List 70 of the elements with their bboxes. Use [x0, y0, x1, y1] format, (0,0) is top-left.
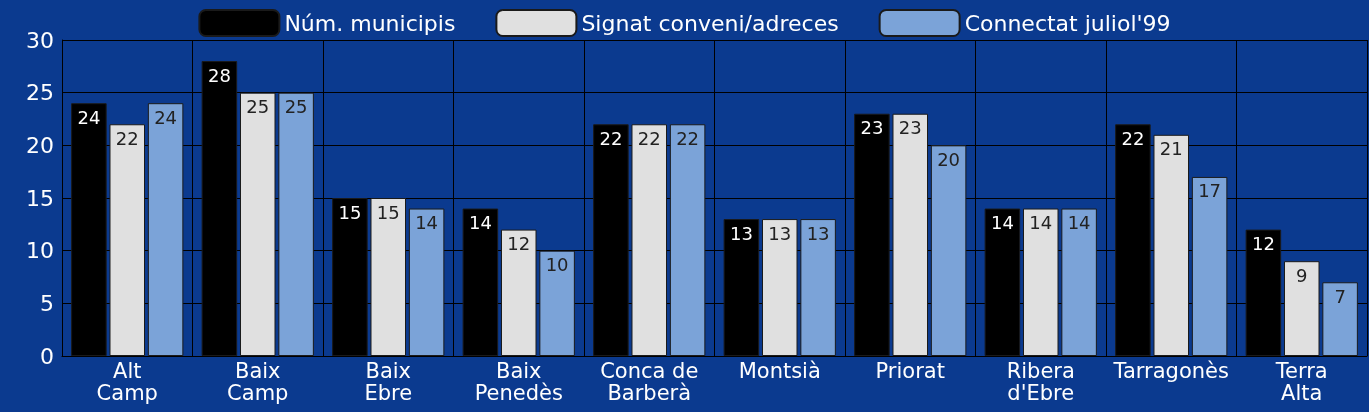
data-label: 13 [806, 222, 830, 244]
data-label: 22 [599, 127, 623, 149]
data-label: 24 [77, 106, 101, 128]
bar [278, 92, 314, 356]
bar [147, 103, 184, 356]
data-label: 13 [768, 222, 792, 244]
data-label: 21 [1159, 138, 1183, 160]
data-label: 14 [415, 212, 439, 234]
x-tick-label: Montsià [738, 359, 821, 383]
bar [109, 124, 146, 356]
data-label: 10 [545, 254, 569, 276]
bar [370, 198, 407, 356]
bar [1322, 282, 1358, 356]
x-tick-label: Conca de Barberà [600, 359, 699, 405]
data-label: 14 [1029, 212, 1053, 234]
data-label: 24 [154, 106, 178, 128]
x-tick-label: Baix Camp [227, 359, 289, 405]
y-tick-label: 20 [26, 132, 54, 158]
bar [1283, 261, 1320, 356]
x-tick-label: Baix Penedès [474, 359, 563, 405]
bar [800, 219, 836, 356]
bar [408, 208, 445, 356]
y-tick-label: 5 [40, 290, 54, 316]
data-label: 12 [1251, 233, 1275, 255]
data-label: 15 [338, 201, 362, 223]
data-label: 17 [1198, 180, 1222, 202]
bar [1022, 208, 1059, 356]
data-label: 22 [637, 127, 661, 149]
data-label: 22 [115, 127, 139, 149]
data-label: 7 [1334, 285, 1346, 307]
x-tick-label: Terra Alta [1274, 359, 1328, 405]
bar [669, 124, 706, 356]
data-label: 20 [937, 148, 961, 170]
data-label: 23 [860, 117, 884, 139]
bar [761, 219, 798, 356]
x-tick-label: Priorat [875, 359, 945, 383]
y-tick-label: 30 [26, 27, 54, 53]
x-tick-label: Alt Camp [96, 359, 158, 405]
data-label: 14 [468, 212, 492, 234]
data-label: 15 [376, 201, 400, 223]
y-tick-label: 10 [26, 238, 54, 264]
x-tick-label: Baix Ebre [364, 359, 413, 405]
data-label: 22 [676, 127, 700, 149]
data-label: 23 [898, 117, 922, 139]
x-tick-label: Ribera d'Ebre [1006, 359, 1075, 405]
data-label: 13 [729, 222, 753, 244]
y-tick-label: 15 [26, 185, 54, 211]
data-label: 14 [1067, 212, 1091, 234]
bar [500, 229, 537, 356]
bar [930, 145, 967, 356]
legend-label: Connectat juliol'99 [964, 10, 1171, 36]
data-label: 25 [284, 96, 308, 118]
data-label: 14 [990, 212, 1014, 234]
y-tick-label: 0 [40, 343, 54, 369]
bar [539, 250, 575, 356]
bar [892, 113, 929, 356]
bar [1061, 208, 1097, 356]
bar [631, 124, 668, 356]
data-label: 9 [1296, 264, 1308, 286]
bar [1153, 134, 1190, 356]
data-label: 28 [207, 64, 231, 86]
legend-label: Núm. municipis [284, 10, 456, 36]
legend-label: Signat conveni/adreces [581, 10, 839, 36]
data-label: 12 [507, 233, 531, 255]
bar [1191, 176, 1228, 356]
bar [239, 92, 276, 356]
data-label: 25 [246, 96, 270, 118]
data-label: 22 [1121, 127, 1145, 149]
x-tick-label: Tarragonès [1112, 359, 1229, 383]
y-tick-label: 25 [26, 80, 54, 106]
